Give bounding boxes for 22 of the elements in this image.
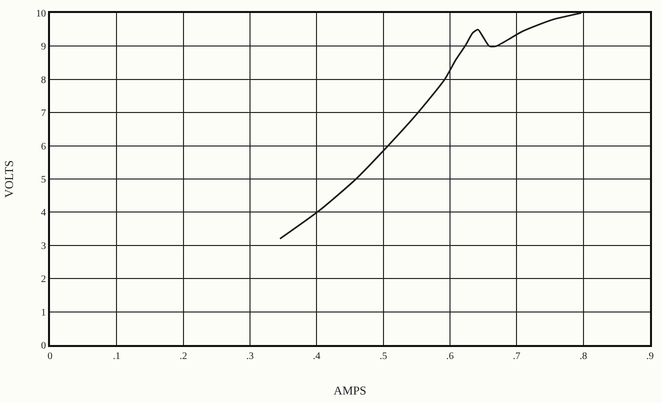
x-tick-label: .6 (446, 351, 454, 362)
y-axis-title: VOLTS (2, 160, 16, 198)
y-tick-label: 4 (41, 208, 46, 219)
y-tick-label: 10 (36, 8, 46, 20)
y-tick-label: 1 (41, 307, 46, 318)
x-tick-label: .2 (180, 351, 188, 362)
x-tick-label: .4 (312, 351, 320, 362)
y-tick-label: 3 (41, 240, 46, 252)
y-tick-label: 7 (41, 108, 46, 120)
x-tick-label: .7 (512, 351, 520, 362)
x-tick-label: .1 (112, 351, 120, 362)
y-tick-label: 5 (41, 174, 46, 186)
y-tick-label: 6 (41, 141, 46, 152)
x-tick-label: .9 (646, 351, 654, 362)
y-tick-label: 9 (41, 42, 46, 53)
y-tick-label: 0 (41, 340, 46, 352)
x-axis-title: AMPS (334, 383, 366, 398)
y-tick-label: 8 (41, 74, 46, 86)
x-tick-label: .5 (380, 351, 388, 362)
x-tick-label: .8 (580, 351, 588, 362)
x-tick-label: .3 (246, 351, 254, 362)
y-tick-label: 2 (41, 274, 46, 286)
